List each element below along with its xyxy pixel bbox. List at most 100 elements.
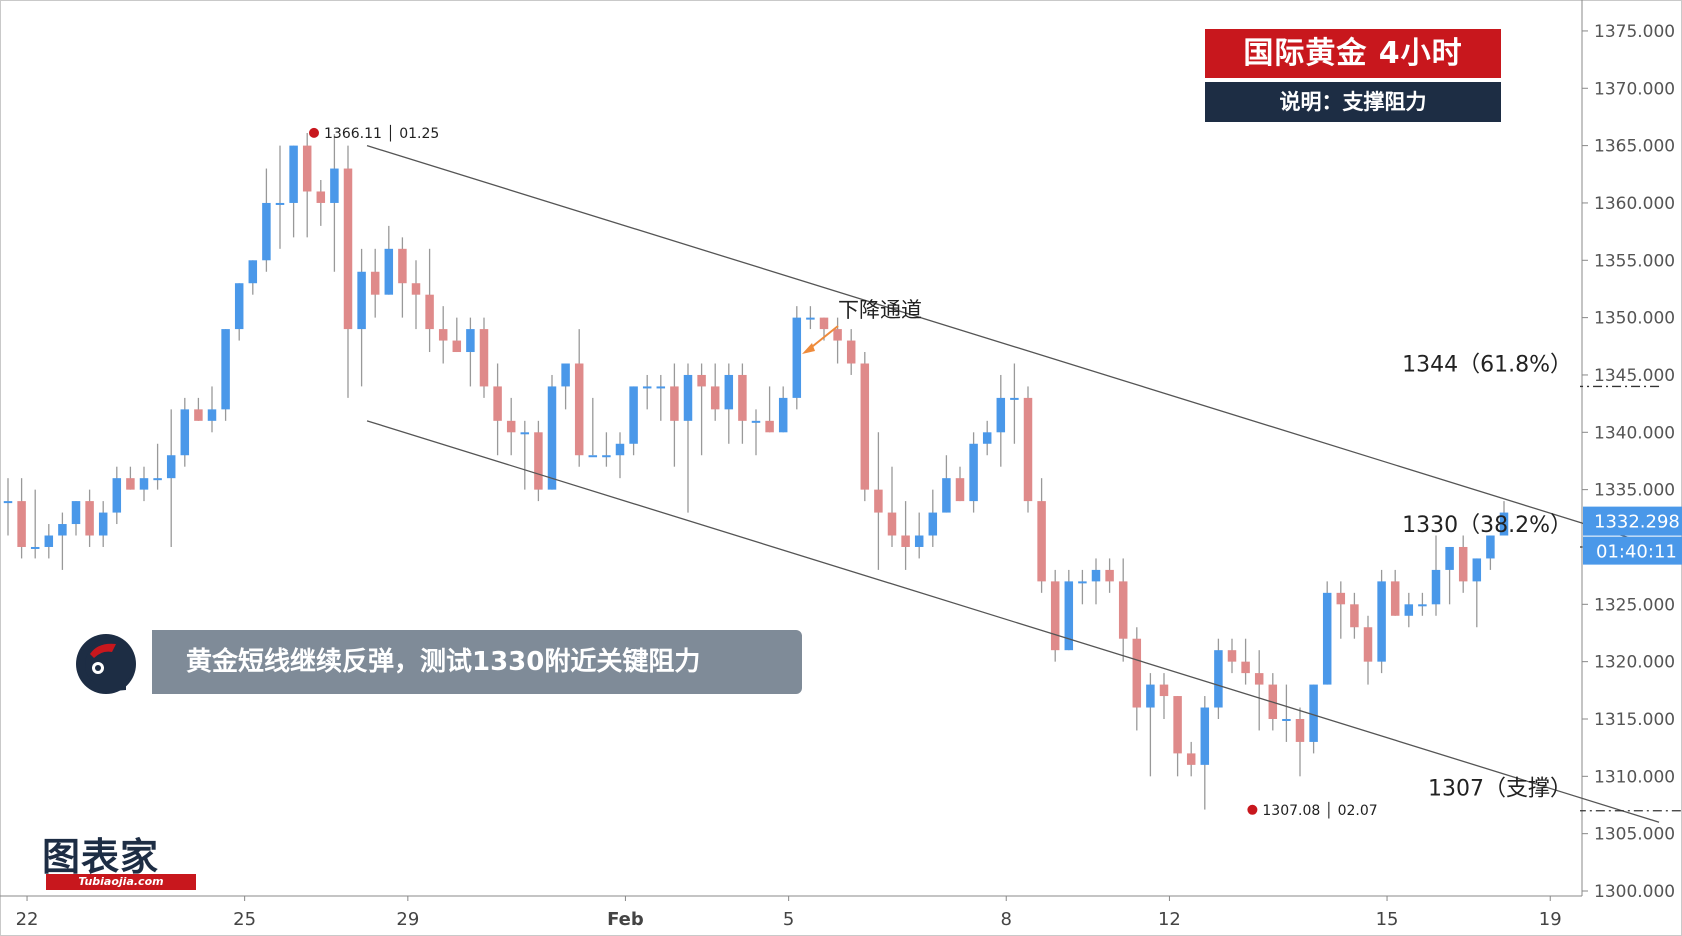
analyst-avatar-icon — [76, 634, 136, 694]
candle-body — [194, 409, 203, 421]
candle-body — [874, 489, 883, 513]
candle-body — [234, 283, 244, 330]
level-label: 1330（38.2%） — [1402, 513, 1572, 538]
candle-body — [602, 455, 611, 458]
extreme-marker — [1247, 804, 1258, 815]
extreme-marker — [309, 127, 319, 138]
candle-body — [384, 248, 394, 295]
candle-body — [370, 271, 380, 295]
candle-body — [30, 546, 40, 549]
candle-body — [1037, 501, 1046, 582]
candle-body — [1064, 581, 1074, 651]
candle-body — [1105, 569, 1114, 582]
candle-body — [3, 501, 13, 504]
tubiaojia-logo: 图表家 Tubiaojia.com — [42, 826, 202, 898]
candle-body — [534, 432, 543, 490]
candle-body — [574, 363, 584, 456]
chart-title: 国际黄金 4小时 — [1205, 29, 1501, 78]
candle-body — [1336, 592, 1346, 605]
y-tick-label: 1345.000 — [1594, 366, 1675, 386]
logo-text: 图表家 — [42, 835, 160, 879]
candle-body — [262, 202, 271, 261]
y-tick-label: 1340.000 — [1594, 423, 1675, 443]
y-tick-label: 1370.000 — [1594, 79, 1675, 99]
candle-body — [343, 168, 353, 330]
candle-body — [1458, 546, 1468, 582]
candle-body — [1282, 718, 1291, 721]
candle-body — [85, 501, 94, 536]
candle-body — [1078, 581, 1087, 584]
candle-body — [1404, 604, 1414, 616]
candle-body — [846, 340, 856, 364]
y-tick-label: 1325.000 — [1594, 595, 1675, 615]
candle-body — [1132, 638, 1142, 708]
candle-body — [1118, 581, 1128, 639]
candle-body — [547, 386, 557, 490]
candle-body — [969, 443, 978, 502]
candle-body — [112, 478, 122, 513]
candle-body — [180, 409, 190, 456]
candle-body — [71, 501, 81, 525]
x-tick-label: 22 — [16, 909, 39, 930]
candle-body — [1050, 581, 1060, 651]
countdown-label: 01:40:11 — [1596, 542, 1677, 563]
candle-body — [520, 432, 530, 435]
x-tick-label: 29 — [396, 909, 419, 930]
x-tick-label: 5 — [783, 909, 794, 930]
candle-body — [316, 191, 326, 203]
y-tick-label: 1320.000 — [1594, 653, 1675, 673]
candle-body — [1159, 684, 1169, 697]
candle-body — [1091, 569, 1101, 582]
candle-body — [710, 386, 720, 410]
x-tick-label: 15 — [1376, 909, 1399, 930]
candle-body — [1254, 673, 1264, 685]
candle-body — [914, 535, 924, 547]
candle-body — [330, 168, 339, 203]
candle-body — [1309, 684, 1318, 742]
y-tick-label: 1335.000 — [1594, 481, 1675, 501]
candle-body — [901, 535, 910, 547]
candle-body — [1186, 753, 1196, 765]
candle-body — [1010, 397, 1019, 400]
candle-body — [697, 374, 706, 387]
candle-body — [221, 329, 230, 410]
candle-body — [1431, 569, 1441, 605]
candle-body — [58, 524, 67, 536]
y-tick-label: 1315.000 — [1594, 710, 1675, 730]
candle-body — [1322, 592, 1332, 685]
channel-arrow-head — [802, 343, 815, 354]
candle-body — [1200, 707, 1210, 765]
candle-body — [1295, 718, 1305, 742]
candle-body — [683, 374, 693, 421]
candle-body — [139, 478, 149, 490]
candle-body — [955, 478, 965, 502]
y-tick-label: 1360.000 — [1594, 194, 1675, 214]
x-tick-label: 25 — [233, 909, 256, 930]
candle-body — [778, 397, 788, 433]
candle-body — [207, 409, 217, 421]
candle-body — [1350, 604, 1359, 628]
chart-caption: 黄金短线继续反弹，测试1330附近关键阻力 — [152, 630, 802, 694]
candle-body — [982, 432, 992, 444]
candle-body — [506, 420, 516, 433]
candle-body — [1377, 581, 1386, 662]
candle-body — [98, 512, 108, 536]
candle-body — [438, 329, 448, 341]
candle-body — [452, 340, 462, 353]
candle-body — [819, 317, 829, 330]
candle-body — [738, 374, 747, 421]
candle-body — [357, 271, 366, 330]
y-tick-label: 1350.000 — [1594, 309, 1675, 329]
candle-body — [1499, 512, 1509, 536]
candle-body — [153, 478, 162, 481]
candle-body — [1214, 650, 1223, 708]
candle-body — [629, 386, 638, 444]
candle-body — [765, 420, 774, 433]
annotations-layer: 下降通道 1344（61.8%） 1330（38.2%） 1307（支撑） 1366.1… — [309, 124, 1682, 823]
candle-body — [248, 260, 258, 284]
candle-body — [275, 202, 285, 205]
candle-body — [860, 363, 870, 490]
logo-tagline: Tubiaojia.com — [46, 874, 196, 890]
candle-body — [670, 386, 679, 421]
